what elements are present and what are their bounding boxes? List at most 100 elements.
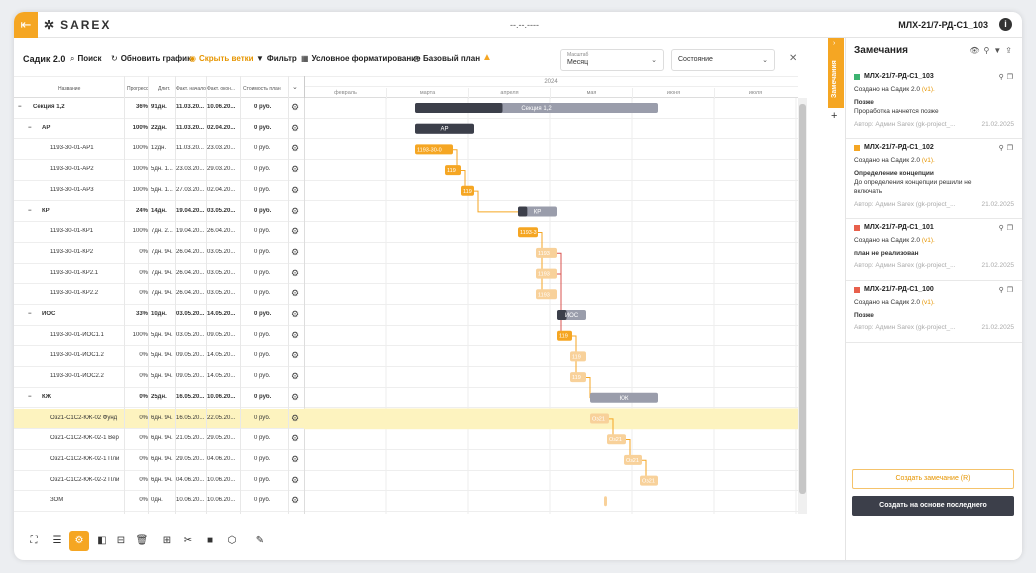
task-bar[interactable]: [640, 475, 658, 486]
table-row[interactable]: 1193-30-01-КР2 0% 7дн. 9ч. 26.04.20... 03.05…: [14, 243, 798, 264]
collapse-toggle[interactable]: −: [28, 311, 32, 317]
task-bar[interactable]: [518, 227, 538, 238]
table-row[interactable]: ЗОМ 0% 0дн. 10.06.20... 10.06.20... 0 руб. ⚙: [14, 491, 798, 512]
task-bar[interactable]: [604, 496, 607, 507]
cond-format-button[interactable]: ▦ Условное форматирование: [301, 54, 421, 63]
task-bar[interactable]: [607, 434, 626, 445]
gear-icon[interactable]: ⚙: [291, 329, 300, 340]
table-row[interactable]: − АР 100% 22дн. 11.03.20... 02.04.20... 0 руб.…: [14, 119, 798, 140]
col-fact-start[interactable]: Факт. начало: [176, 86, 206, 92]
gear-icon[interactable]: ⚙: [291, 350, 300, 361]
gantt-icon[interactable]: ⚙: [69, 531, 89, 551]
table-row[interactable]: 1193-30-01-КР2.1 0% 7дн. 9ч. 26.04.20... 03.…: [14, 264, 798, 285]
col-duration[interactable]: Длит.: [158, 86, 171, 92]
trash-icon[interactable]: 🗑: [135, 535, 149, 546]
scale-select[interactable]: Масштаб Месяц ⌄: [560, 49, 664, 71]
table-row[interactable]: 1193-30-01-АР2 100% 5дн. 1... 23.03.20... 29…: [14, 160, 798, 181]
chevron-down-icon[interactable]: ⌄: [292, 84, 298, 91]
gear-icon[interactable]: ⚙: [291, 267, 300, 278]
gear-icon[interactable]: ⚙: [291, 205, 300, 216]
table-row[interactable]: − КЖ 0% 25дн. 16.05.20... 10.06.20... 0 руб. ⚙: [14, 388, 798, 409]
table-row[interactable]: − Секция 1,2 36% 91дн. 11.03.20... 10.06.20..…: [14, 98, 798, 119]
search-button[interactable]: ⌕ Поиск: [70, 54, 102, 64]
gear-icon[interactable]: ⚙: [291, 391, 300, 402]
table-row[interactable]: 1193-30-01-АР3 100% 5дн. 1... 27.03.20... 02…: [14, 181, 798, 202]
back-icon[interactable]: ⇤: [14, 12, 38, 38]
table-row[interactable]: 1193-30-01-КР1 100% 7дн. 2... 19.04.20... 26…: [14, 222, 798, 243]
collapse-toggle[interactable]: −: [28, 207, 32, 214]
table-row[interactable]: 1193-30-01-ИОС1.1 100% 5дн. 9ч. 03.05.20...…: [14, 326, 798, 347]
gear-icon[interactable]: ⚙: [291, 495, 300, 506]
table-row[interactable]: − КР 24% 14дн. 19.04.20... 03.05.20... 0 руб. ⚙: [14, 202, 798, 223]
gear-icon[interactable]: ⚙: [291, 226, 300, 237]
split-icon[interactable]: ◧: [97, 535, 107, 546]
table-row[interactable]: 1193-30-01-АР1 100% 12дн. 11.03.20... 23.03.…: [14, 139, 798, 161]
version-link[interactable]: (v1).: [921, 237, 935, 244]
task-bar[interactable]: [557, 330, 572, 341]
gear-icon[interactable]: ⚙: [291, 184, 300, 195]
task-bar[interactable]: [536, 247, 557, 258]
tools-icon[interactable]: ✂: [183, 535, 193, 546]
gear-icon[interactable]: ⚙: [291, 309, 300, 319]
gear-icon[interactable]: ⚙: [291, 371, 300, 382]
create-from-last-button[interactable]: Создать на основе последнего: [852, 496, 1014, 516]
table-row[interactable]: Оз21-С1С2-КЖ-02-2 Пли 0% 6дн. 9ч. 04.06.20.…: [14, 471, 798, 492]
project-name[interactable]: МЛХ-21/7-РД-С1_103: [898, 20, 988, 30]
filter-button[interactable]: ▼ Фильтр: [256, 54, 297, 63]
copy-icon[interactable]: ❐: [1006, 225, 1016, 232]
copy-icon[interactable]: ❐: [1006, 145, 1016, 152]
table-row[interactable]: 1193-30-01-ИОС1.2 0% 5дн. 9ч. 09.05.20... 14…: [14, 346, 798, 368]
version-link[interactable]: (v1).: [921, 157, 935, 164]
task-bar[interactable]: [536, 289, 557, 300]
fit-icon[interactable]: ⛶: [30, 535, 38, 546]
share-icon[interactable]: ⇪: [1005, 46, 1016, 55]
version-link[interactable]: (v1).: [921, 86, 935, 93]
table-row[interactable]: Оз21-С1С2-КЖ-02-1 Вер 0% 6дн. 9ч. 21.05.20.…: [14, 429, 798, 450]
task-bar[interactable]: [461, 185, 474, 196]
remark-card[interactable]: МЛХ-21/7-РД-С1_101 ⚲❐ Создано на Садик 2.0…: [846, 219, 1022, 281]
gear-icon[interactable]: ⚙: [291, 102, 300, 112]
task-bar[interactable]: [590, 413, 609, 424]
group-bar[interactable]: [518, 206, 557, 217]
gear-icon[interactable]: ⚙: [291, 143, 300, 154]
table-row[interactable]: 1193-30-01-ИОС2.2 0% 5дн. 9ч. 09.05.20... 14…: [14, 367, 798, 388]
list-icon[interactable]: ☰: [52, 535, 62, 546]
close-icon[interactable]: ✕: [789, 53, 798, 64]
gear-icon[interactable]: ⚙: [291, 288, 300, 299]
gear-icon[interactable]: ⚙: [291, 122, 300, 133]
col-fact-end[interactable]: Факт. окон...: [207, 86, 236, 92]
table-row[interactable]: − ИОС 33% 10дн. 03.05.20... 14.05.20... 0 руб.…: [14, 305, 798, 326]
collapse-toggle[interactable]: −: [28, 124, 32, 131]
layout-icon[interactable]: ⊟: [116, 535, 126, 546]
gear-icon[interactable]: ⚙: [291, 453, 300, 464]
warning-icon[interactable]: ▲: [482, 52, 492, 63]
remark-card[interactable]: МЛХ-21/7-РД-С1_102 ⚲❐ Создано на Садик 2.0…: [846, 139, 1022, 219]
task-bar[interactable]: [570, 351, 586, 362]
gear-icon[interactable]: ⚙: [291, 412, 300, 423]
refresh-button[interactable]: ↻ Обновить график: [111, 54, 191, 63]
gear-icon[interactable]: ⚙: [291, 164, 300, 175]
pin-icon[interactable]: ⚲: [998, 225, 1007, 232]
collapse-toggle[interactable]: −: [28, 393, 32, 400]
filter-icon[interactable]: ▼: [993, 46, 1006, 55]
scrollbar-thumb[interactable]: [799, 104, 806, 494]
baseline-button[interactable]: ◷ Базовый план: [413, 54, 480, 63]
gear-icon[interactable]: ⚙: [291, 246, 300, 257]
camera-icon[interactable]: ■: [206, 535, 214, 546]
copy-icon[interactable]: ❐: [1006, 287, 1016, 294]
group-bar[interactable]: [590, 392, 658, 403]
task-bar[interactable]: [445, 165, 461, 176]
cube-icon[interactable]: ⬡: [227, 535, 237, 546]
ruler-icon[interactable]: ✎: [255, 535, 265, 546]
collapse-toggle[interactable]: −: [18, 104, 22, 110]
col-cost[interactable]: Стоимость план: [243, 86, 281, 92]
col-name[interactable]: Название: [58, 86, 81, 92]
task-bar[interactable]: [624, 454, 642, 465]
gear-icon[interactable]: ⚙: [291, 474, 300, 485]
vertical-scrollbar[interactable]: [798, 98, 807, 514]
pin-icon[interactable]: ⚲: [998, 145, 1007, 152]
col-progress[interactable]: Прогресс: [127, 86, 149, 92]
remark-card[interactable]: МЛХ-21/7-РД-С1_100 ⚲❐ Создано на Садик 2.0…: [846, 281, 1022, 343]
version-link[interactable]: (v1).: [921, 299, 935, 306]
remarks-sidetab[interactable]: › Замечания: [828, 38, 844, 108]
